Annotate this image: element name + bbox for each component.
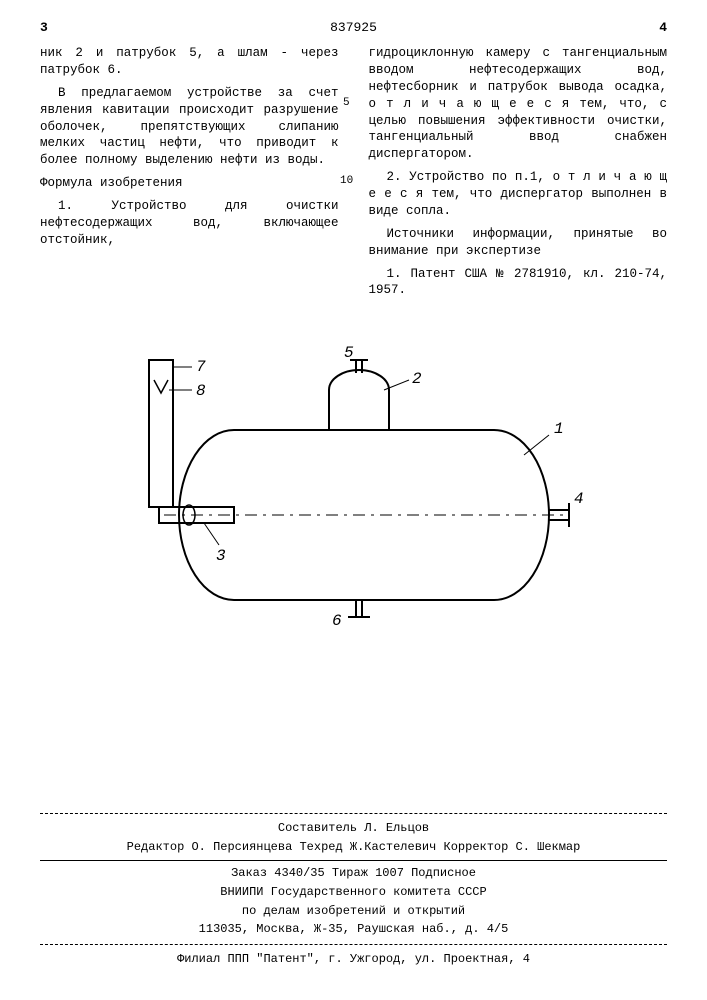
line-marker-5: 5: [343, 97, 350, 109]
claim-2: 2. Устройство по п.1, о т л и ч а ю щ е …: [369, 169, 668, 220]
line-marker-10: 10: [340, 175, 353, 187]
label-1: 1: [554, 420, 564, 438]
footer-order: Заказ 4340/35 Тираж 1007 Подписное: [40, 865, 667, 882]
footer-compiler: Составитель Л. Ельцов: [40, 820, 667, 837]
device-diagram: 1 2 3 4 5 6 7 8: [104, 335, 604, 695]
footer-org1: ВНИИПИ Государственного комитета СССР: [40, 884, 667, 901]
footer-branch: Филиал ППП "Патент", г. Ужгород, ул. Про…: [40, 951, 667, 968]
footer-addr: 113035, Москва, Ж-35, Раушская наб., д. …: [40, 921, 667, 938]
sources-title: Источники информации, принятые во вниман…: [369, 226, 668, 260]
right-column: гидроциклонную камеру с тангенциальным в…: [369, 45, 668, 305]
header-row: 3 837925 4: [40, 20, 667, 35]
label-2: 2: [412, 370, 422, 388]
text-columns: ник 2 и патрубок 5, а шлам - через патру…: [40, 45, 667, 305]
footer: Составитель Л. Ельцов Редактор О. Персия…: [40, 807, 667, 970]
label-5: 5: [344, 344, 354, 362]
page-num-left: 3: [40, 20, 48, 35]
left-para-1: ник 2 и патрубок 5, а шлам - через патру…: [40, 45, 339, 79]
claims-title: Формула изобретения: [40, 175, 339, 192]
left-para-2: В предлагаемом устройстве за счет явлени…: [40, 85, 339, 169]
left-column: ник 2 и патрубок 5, а шлам - через патру…: [40, 45, 339, 305]
label-3: 3: [216, 547, 226, 565]
label-7: 7: [196, 358, 206, 376]
label-8: 8: [196, 382, 206, 400]
label-6: 6: [332, 612, 342, 630]
footer-editors: Редактор О. Персиянцева Техред Ж.Кастеле…: [40, 839, 667, 856]
claim-1: 1. Устройство для очистки нефтесодержащи…: [40, 198, 339, 249]
source-1: 1. Патент США № 2781910, кл. 210-74, 195…: [369, 266, 668, 300]
right-para-1: гидроциклонную камеру с тангенциальным в…: [369, 45, 668, 163]
footer-org2: по делам изобретений и открытий: [40, 903, 667, 920]
doc-number: 837925: [330, 20, 377, 35]
label-4: 4: [574, 490, 584, 508]
page-num-right: 4: [659, 20, 667, 35]
